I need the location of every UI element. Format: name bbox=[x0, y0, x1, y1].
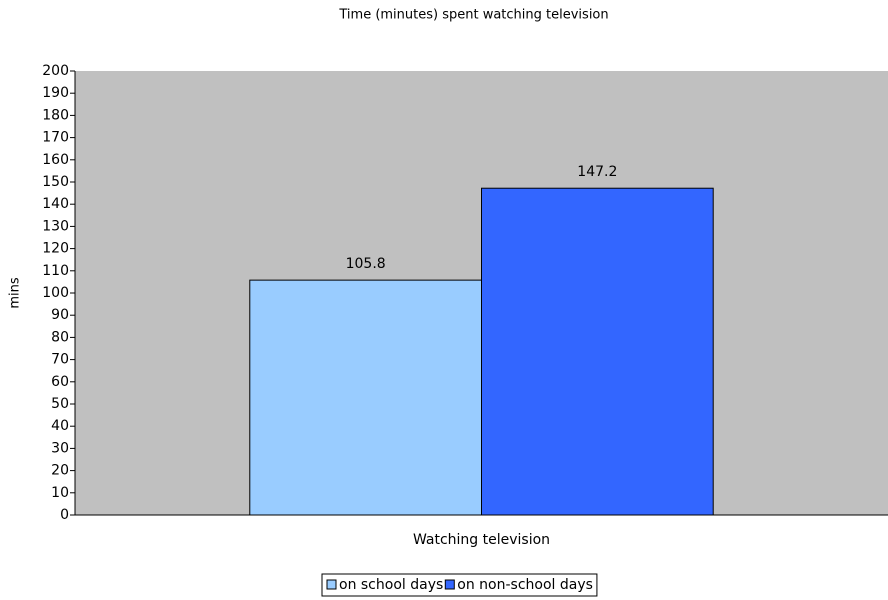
y-tick-label: 140 bbox=[42, 196, 69, 212]
y-tick-label: 30 bbox=[51, 440, 69, 456]
y-tick-label: 40 bbox=[51, 418, 69, 434]
legend-swatch bbox=[444, 579, 455, 590]
y-tick-label: 180 bbox=[42, 107, 69, 123]
y-tick-label: 10 bbox=[51, 485, 69, 501]
y-tick-label: 0 bbox=[60, 507, 69, 523]
x-tick-label: Watching television bbox=[413, 532, 550, 548]
y-tick-label: 90 bbox=[51, 307, 69, 323]
legend-swatch bbox=[326, 579, 337, 590]
y-tick-label: 160 bbox=[42, 152, 69, 168]
y-tick-label: 130 bbox=[42, 218, 69, 234]
y-tick-label: 20 bbox=[51, 463, 69, 479]
y-tick-label: 70 bbox=[51, 352, 69, 368]
y-tick-label: 60 bbox=[51, 374, 69, 390]
legend-box bbox=[321, 573, 598, 597]
y-tick-label: 120 bbox=[42, 241, 69, 257]
bar bbox=[481, 187, 714, 516]
legend-label: on non-school days bbox=[457, 577, 593, 593]
y-tick-label: 100 bbox=[42, 285, 69, 301]
y-tick-label: 110 bbox=[42, 263, 69, 279]
data-label: 147.2 bbox=[577, 164, 617, 180]
y-tick-label: 150 bbox=[42, 174, 69, 190]
y-tick-label: 170 bbox=[42, 130, 69, 146]
y-tick-label: 50 bbox=[51, 396, 69, 412]
y-tick-label: 190 bbox=[42, 85, 69, 101]
y-tick-label: 80 bbox=[51, 329, 69, 345]
data-label: 105.8 bbox=[346, 256, 386, 272]
y-tick-label: 200 bbox=[42, 63, 69, 79]
legend-label: on school days bbox=[339, 577, 443, 593]
y-axis-label: mins bbox=[8, 277, 23, 309]
bar bbox=[249, 279, 482, 516]
chart-title: Time (minutes) spent watching television bbox=[338, 8, 608, 23]
